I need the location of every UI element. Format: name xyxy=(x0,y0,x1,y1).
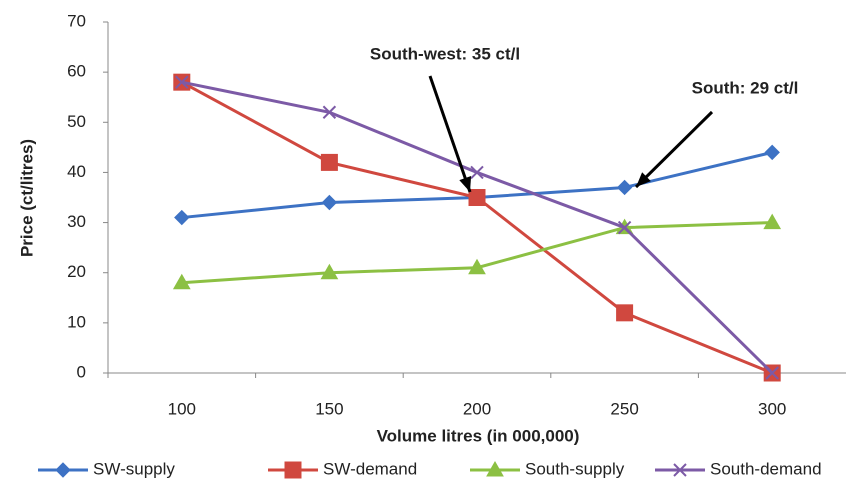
x-tick-label: 300 xyxy=(758,399,786,418)
x-tick-label: 250 xyxy=(610,399,638,418)
x-axis-title: Volume litres (in 000,000) xyxy=(377,426,580,445)
y-tick-label: 20 xyxy=(67,262,86,281)
series-line xyxy=(181,150,773,220)
y-tick-label: 10 xyxy=(67,312,86,331)
data-point xyxy=(765,366,779,380)
x-tick-label: 150 xyxy=(315,399,343,418)
legend-label: SW-supply xyxy=(93,459,175,478)
y-tick-label: 50 xyxy=(67,112,86,131)
data-point xyxy=(321,194,338,211)
data-point xyxy=(172,273,191,290)
data-point xyxy=(764,144,780,161)
legend-label: South-supply xyxy=(525,459,625,478)
legend-marker xyxy=(55,462,71,478)
y-tick-label: 30 xyxy=(67,212,86,231)
legend-label: South-demand xyxy=(710,459,822,478)
series-line xyxy=(181,80,774,375)
data-point xyxy=(320,263,339,280)
legend-marker xyxy=(673,463,687,477)
x-tick-label: 200 xyxy=(463,399,491,418)
annotation: South-west: 35 ct/l xyxy=(370,44,520,63)
annotation-arrow xyxy=(634,110,714,189)
annotation: South: 29 ct/l xyxy=(692,78,799,97)
data-point xyxy=(174,209,190,226)
annotation-arrow xyxy=(428,75,472,193)
legend-marker xyxy=(486,460,504,477)
legend-marker xyxy=(284,461,302,479)
data-point xyxy=(322,105,337,119)
data-point xyxy=(468,258,486,275)
data-point xyxy=(616,304,634,322)
y-tick-label: 40 xyxy=(67,162,86,181)
annotation-arrowhead xyxy=(459,176,472,192)
data-point xyxy=(616,179,633,196)
x-tick-label: 100 xyxy=(168,399,196,418)
legend-label: SW-demand xyxy=(323,459,417,478)
annotation-arrowhead xyxy=(636,172,651,187)
data-point xyxy=(470,165,484,180)
y-tick-label: 60 xyxy=(67,62,86,81)
data-point xyxy=(617,220,632,235)
series-line xyxy=(181,80,773,375)
data-point xyxy=(175,75,189,89)
y-tick-label: 0 xyxy=(77,362,86,381)
y-axis-title: Price (ct/litres) xyxy=(17,139,36,257)
data-point xyxy=(320,153,338,171)
y-tick-label: 70 xyxy=(67,11,86,30)
data-point xyxy=(763,213,782,230)
data-point xyxy=(468,189,486,206)
